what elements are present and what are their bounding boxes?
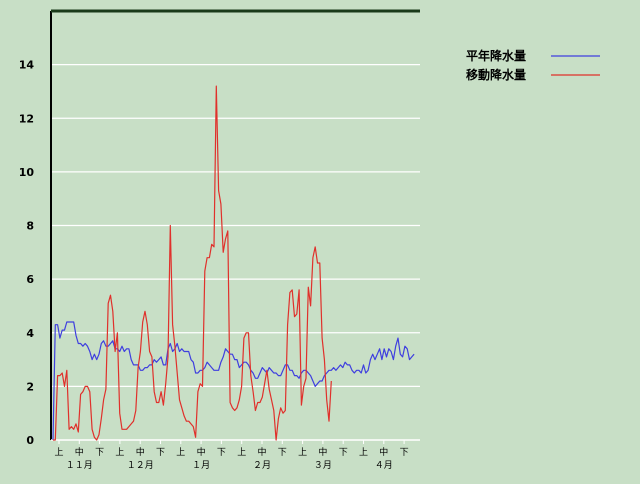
x-month-label: １２月 — [127, 460, 154, 471]
x-period-label: 中 — [136, 446, 145, 458]
legend-label: 平年降水量 — [466, 48, 526, 63]
y-tick-label: 0 — [26, 434, 34, 447]
x-period-label: 上 — [176, 447, 185, 458]
tick-labels: 02468101214上中下上中下上中下上中下上中下上中下１１月 １２月 １月 ２月 ３… — [19, 59, 409, 471]
series-line-0 — [52, 321, 415, 441]
x-period-label: 上 — [115, 447, 124, 458]
y-tick-label: 2 — [26, 380, 34, 393]
legend-label: 移動降水量 — [466, 67, 526, 82]
x-month-label: １１月 — [66, 460, 93, 471]
x-period-label: 中 — [197, 446, 206, 458]
series-line-1 — [53, 85, 332, 441]
x-period-label: 上 — [237, 447, 246, 458]
y-tick-label: 4 — [26, 327, 34, 340]
x-period-label: 下 — [400, 448, 409, 458]
x-period-label: 上 — [359, 447, 368, 458]
y-tick-label: 6 — [26, 273, 34, 286]
x-month-label: １月 — [192, 460, 210, 471]
x-period-label: 下 — [339, 448, 348, 458]
x-period-label: 上 — [54, 447, 63, 458]
x-month-label: ３月 — [314, 460, 332, 471]
series-lines — [52, 85, 415, 441]
y-tick-label: 10 — [19, 166, 35, 179]
y-tick-label: 14 — [19, 59, 35, 72]
x-period-label: 中 — [379, 446, 388, 458]
x-period-label: 下 — [156, 448, 165, 458]
x-period-label: 上 — [298, 447, 307, 458]
x-month-label: ２月 — [253, 460, 271, 471]
x-period-label: 中 — [75, 446, 84, 458]
grid-lines — [51, 64, 420, 387]
x-period-label: 中 — [257, 446, 266, 458]
x-period-label: 下 — [278, 448, 287, 458]
y-tick-label: 8 — [26, 220, 34, 233]
x-period-label: 中 — [318, 446, 327, 458]
x-period-label: 下 — [95, 448, 104, 458]
axes — [50, 9, 420, 444]
y-tick-label: 12 — [19, 112, 34, 125]
x-month-label: ４月 — [375, 460, 393, 471]
x-period-label: 下 — [217, 448, 226, 458]
